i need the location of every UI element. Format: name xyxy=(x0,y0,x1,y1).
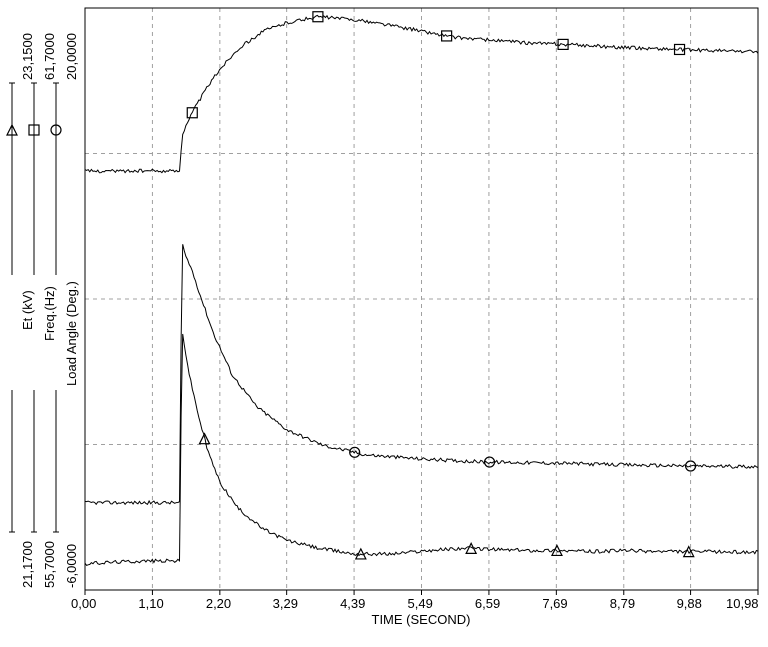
y1-top: 23,1500 xyxy=(20,33,35,80)
x-tick-label: 10,98 xyxy=(726,596,759,611)
x-tick-label: 6,59 xyxy=(475,596,500,611)
y2-top: 61,7000 xyxy=(42,33,57,80)
x-tick-label: 3,29 xyxy=(273,596,298,611)
x-tick-label: 2,20 xyxy=(206,596,231,611)
y1-bot: 21,1700 xyxy=(20,541,35,588)
x-tick-label: 4,39 xyxy=(340,596,365,611)
x-tick-label: 0,00 xyxy=(71,596,96,611)
x-tick-label: 9,88 xyxy=(677,596,702,611)
chart-container: { "chart": { "type": "line", "width": 76… xyxy=(0,0,768,647)
time-series-chart xyxy=(0,0,768,647)
y1-label: Et (kV) xyxy=(20,290,35,330)
x-tick-label: 5,49 xyxy=(408,596,433,611)
y3-label: Load Angle (Deg.) xyxy=(64,281,79,386)
x-tick-label: 1,10 xyxy=(138,596,163,611)
x-tick-label: 8,79 xyxy=(610,596,635,611)
y2-label: Freq.(Hz) xyxy=(42,286,57,341)
y2-bot: 55,7000 xyxy=(42,541,57,588)
y3-bot: -6,0000 xyxy=(64,544,79,588)
x-axis-label: TIME (SECOND) xyxy=(372,612,471,627)
y3-top: 20,0000 xyxy=(64,33,79,80)
x-tick-label: 7,69 xyxy=(542,596,567,611)
